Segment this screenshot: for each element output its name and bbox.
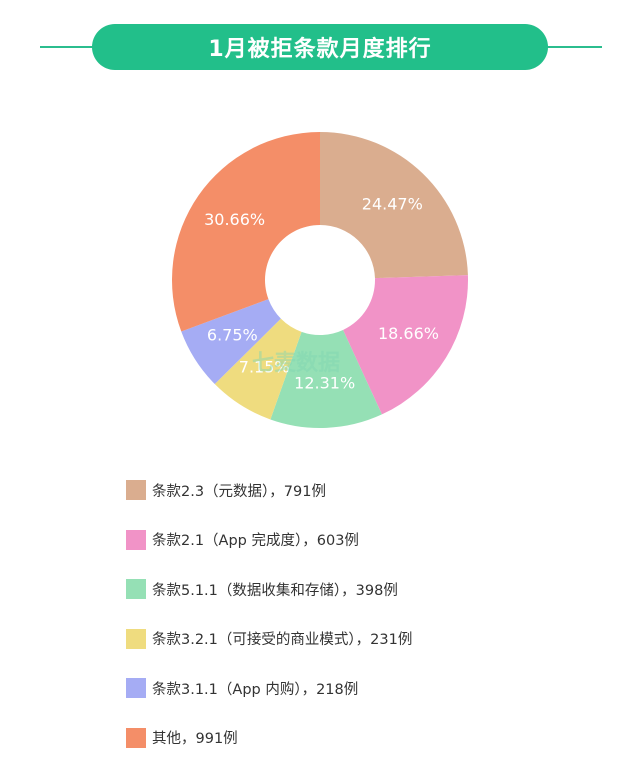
legend-item-1: 条款2.3（元数据），791例 xyxy=(126,478,546,502)
pie-slice-1 xyxy=(320,132,468,279)
legend-swatch xyxy=(126,480,146,500)
slice-value-label-3: 12.31% xyxy=(294,373,355,392)
legend: 条款2.3（元数据），791例条款2.1（App 完成度），603例条款5.1.… xyxy=(126,478,546,775)
legend-item-5: 条款3.1.1（App 内购），218例 xyxy=(126,676,546,700)
legend-item-2: 条款2.1（App 完成度），603例 xyxy=(126,528,546,552)
slice-value-label-6: 30.66% xyxy=(204,210,265,229)
legend-swatch xyxy=(126,727,146,748)
pie-slice-5 xyxy=(181,299,281,385)
slice-value-label-1: 24.47% xyxy=(362,195,423,214)
legend-item-4: 条款3.2.1（可接受的商业模式），231例 xyxy=(126,627,546,651)
legend-item-3: 条款5.1.1（数据收集和存储），398例 xyxy=(126,577,546,601)
watermark-text: 七麦数据 xyxy=(252,350,340,376)
slice-value-label-2: 18.66% xyxy=(378,324,439,343)
header-line-right xyxy=(540,46,602,48)
legend-item-6: 其他，991例 xyxy=(126,726,546,750)
legend-label: 其他，991例 xyxy=(152,731,238,747)
legend-label: 条款5.1.1（数据收集和存储），398例 xyxy=(152,582,398,599)
legend-label: 条款2.1（App 完成度），603例 xyxy=(152,533,359,549)
pie-slice-2 xyxy=(343,275,468,415)
legend-swatch xyxy=(126,628,146,649)
legend-label: 条款3.2.1（可接受的商业模式），231例 xyxy=(152,632,413,648)
donut-chart: 24.47% 18.66% 12.31%7.15% 6.75% 30.66% 七麦数据 xyxy=(172,132,468,428)
legend-swatch xyxy=(126,678,146,698)
pie-slice-6 xyxy=(172,132,320,332)
slice-value-label-4: 7.15% xyxy=(239,357,290,376)
pie-slice-3 xyxy=(270,329,382,428)
legend-swatch xyxy=(126,529,146,550)
pie-slice-4 xyxy=(214,318,302,420)
legend-swatch xyxy=(126,579,146,599)
legend-label: 条款3.1.1（App 内购），218例 xyxy=(152,681,359,698)
header-line-left xyxy=(40,46,100,48)
legend-label: 条款2.3（元数据），791例 xyxy=(152,483,326,500)
slice-value-label-5: 6.75% xyxy=(207,325,258,344)
chart-title: 1月被拒条款月度排行 xyxy=(92,24,548,70)
